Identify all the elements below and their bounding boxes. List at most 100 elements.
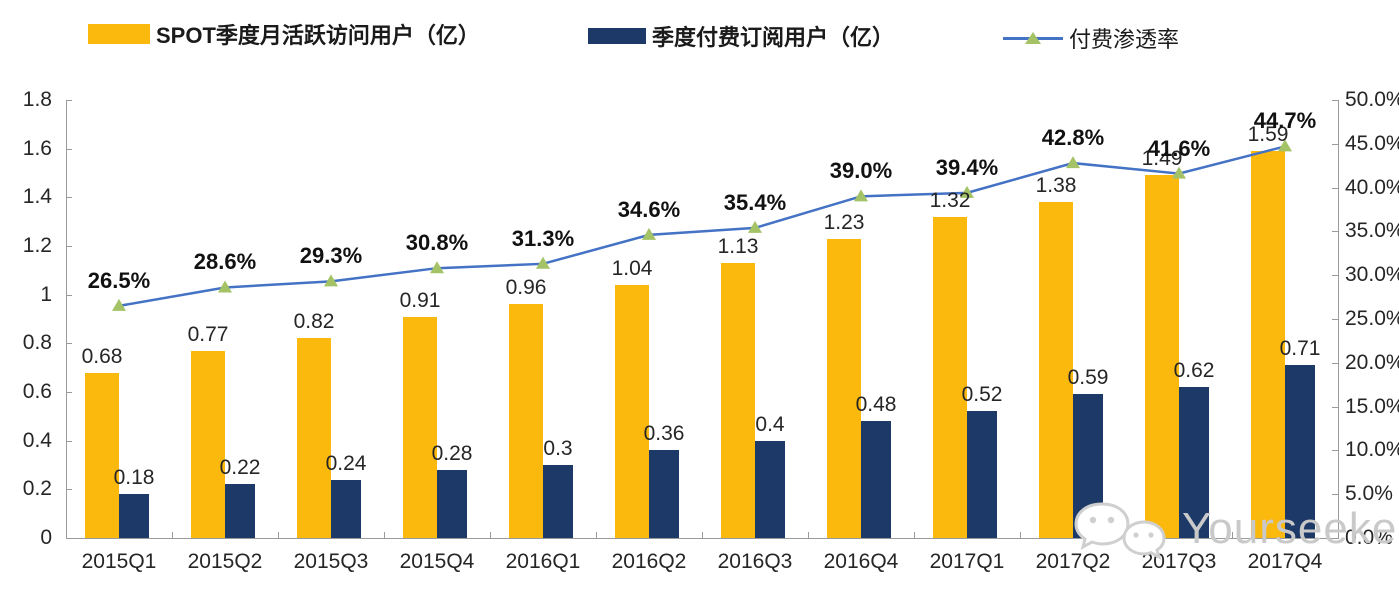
bar-subs	[967, 411, 997, 538]
y-axis-right-label: 5.0%	[1345, 482, 1393, 506]
line-label-penetration: 30.8%	[405, 230, 469, 256]
y-axis-left-label: 0.8	[22, 331, 52, 355]
x-axis-category-label: 2016Q2	[611, 550, 687, 573]
x-axis-category-label: 2015Q2	[187, 550, 263, 573]
bar-mau	[1145, 175, 1179, 538]
triangle-marker	[854, 189, 868, 202]
bar-mau	[85, 372, 119, 538]
y-axis-left-tick	[66, 440, 72, 442]
y-axis-left-tick	[66, 246, 72, 247]
bar-label-subs: 0.28	[431, 441, 473, 465]
bar-mau	[721, 263, 755, 538]
x-axis-tick	[596, 532, 597, 538]
triangle-marker	[430, 261, 444, 274]
bar-label-mau: 0.91	[399, 288, 441, 312]
bar-mau	[297, 338, 331, 538]
y-axis-right-label: 10.0%	[1345, 438, 1399, 462]
bar-label-subs: 0.4	[755, 412, 785, 436]
x-axis-tick	[1232, 532, 1233, 538]
legend-item-mau: SPOT季度月活跃访问用户（亿）	[88, 18, 480, 50]
y-axis-left-tick	[66, 148, 72, 150]
y-axis-right-tick	[1332, 187, 1338, 189]
bar-subs	[437, 469, 467, 538]
x-axis-category-label: 2017Q1	[929, 550, 1005, 573]
bar-label-mau: 1.49	[1141, 147, 1183, 171]
y-axis-right-tick	[1332, 538, 1338, 539]
y-axis-left-tick	[66, 489, 72, 491]
y-axis-left-label: 0.2	[22, 477, 52, 501]
triangle-marker	[112, 298, 126, 311]
bar-label-subs: 0.62	[1173, 359, 1215, 383]
bar-mau	[1251, 151, 1285, 538]
line-label-penetration: 35.4%	[723, 189, 787, 215]
legend-item-subs: 季度付费订阅用户（亿）	[588, 20, 894, 52]
y-axis-right-tick	[1332, 450, 1338, 452]
x-axis-category-label: 2016Q4	[823, 550, 899, 573]
bar-mau	[191, 350, 225, 538]
y-axis-right-label: 40.0%	[1345, 175, 1399, 199]
line-label-penetration: 34.6%	[617, 196, 681, 222]
line-label-penetration: 42.8%	[1041, 125, 1105, 151]
y-axis-right-label: 25.0%	[1345, 307, 1399, 330]
bar-subs	[1285, 365, 1315, 538]
y-axis-left-label: 0.6	[22, 380, 52, 403]
x-axis-tick	[702, 532, 703, 538]
y-axis-right-label: 20.0%	[1345, 350, 1399, 374]
x-axis-tick	[66, 532, 67, 538]
x-axis	[66, 538, 1339, 539]
y-axis-left-tick	[66, 197, 72, 199]
line-label-penetration: 41.6%	[1147, 135, 1211, 161]
x-axis-tick	[490, 532, 491, 538]
triangle-marker	[536, 256, 550, 269]
penetration-legend-label: 付费渗透率	[1069, 27, 1180, 52]
x-axis-tick	[914, 532, 915, 538]
y-axis-left-label: 0.4	[22, 428, 52, 452]
bar-mau	[933, 216, 967, 538]
watermark: Yourseeker	[1072, 496, 1399, 562]
bar-mau	[1039, 202, 1073, 538]
x-axis-tick	[1020, 532, 1021, 538]
x-axis-tick	[172, 532, 173, 538]
bar-label-subs: 0.18	[113, 466, 155, 490]
line-label-penetration: 39.0%	[829, 158, 893, 184]
x-axis-category-label: 2017Q4	[1247, 550, 1323, 573]
bar-label-subs: 0.71	[1279, 337, 1321, 361]
bar-label-mau: 1.38	[1035, 174, 1077, 198]
y-axis-left-label: 1	[40, 282, 52, 306]
bar-subs	[331, 479, 361, 538]
bar-label-mau: 0.96	[505, 276, 547, 300]
y-axis-right-label: 45.0%	[1345, 131, 1399, 155]
triangle-marker	[960, 185, 974, 198]
y-axis-left-tick	[66, 392, 72, 393]
bar-label-subs: 0.24	[325, 451, 367, 475]
y-axis-left-label: 0	[40, 526, 52, 549]
y-axis-right-tick	[1332, 494, 1338, 496]
bar-subs	[861, 421, 891, 538]
bar-label-subs: 0.22	[219, 456, 261, 480]
y-axis-right-tick	[1332, 100, 1338, 101]
bar-label-mau: 0.82	[293, 310, 335, 334]
x-axis-category-label: 2017Q3	[1141, 550, 1217, 573]
bar-label-mau: 1.59	[1247, 123, 1289, 147]
line-label-penetration: 28.6%	[193, 249, 257, 275]
bar-label-mau: 1.32	[929, 188, 971, 212]
legend-item-penetration: 付费渗透率	[1003, 22, 1179, 54]
bar-mau	[827, 238, 861, 538]
bar-subs	[649, 450, 679, 538]
bar-subs	[755, 440, 785, 538]
bar-mau	[615, 284, 649, 538]
watermark-text: Yourseeker	[1182, 504, 1399, 553]
subs-legend-swatch	[588, 28, 646, 44]
y-axis-right	[1338, 100, 1339, 538]
y-axis-left-tick	[66, 343, 72, 345]
bar-label-subs: 0.59	[1067, 366, 1109, 390]
bar-label-subs: 0.3	[543, 437, 573, 460]
y-axis-right-label: 15.0%	[1345, 394, 1399, 418]
x-axis-category-label: 2015Q3	[293, 550, 369, 573]
x-axis-tick	[384, 532, 385, 538]
bar-label-mau: 1.23	[823, 210, 865, 234]
mau-legend-swatch	[88, 24, 150, 44]
line-label-penetration: 44.7%	[1253, 108, 1317, 134]
triangle-marker	[1278, 139, 1292, 152]
